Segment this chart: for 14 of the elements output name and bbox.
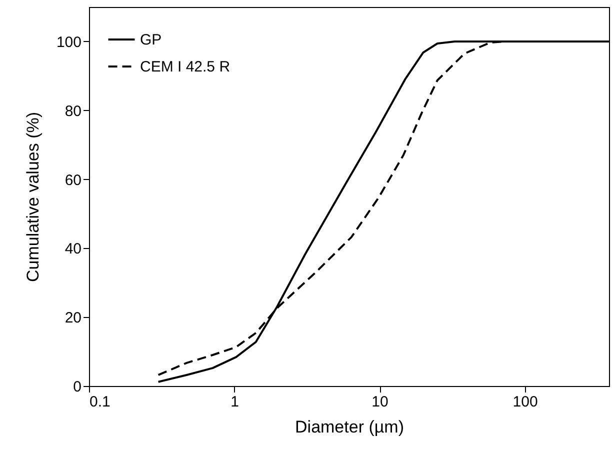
- y-tick-label: 0: [73, 378, 82, 396]
- x-tick-label: 0.1: [90, 394, 110, 410]
- x-tick-label: 100: [512, 394, 538, 410]
- y-tick-label: 20: [64, 310, 82, 327]
- y-axis-title: Cumulative values (%): [23, 112, 42, 282]
- y-tick-label: 80: [64, 102, 82, 120]
- y-tick-label: 40: [64, 240, 82, 258]
- legend-label: GP: [140, 32, 162, 48]
- legend-label: CEM I 42.5 R: [140, 58, 230, 76]
- x-tick-label: 1: [230, 394, 239, 410]
- x-tick-label: 10: [372, 394, 388, 410]
- y-tick-label: 60: [64, 172, 82, 189]
- y-tick-label: 100: [56, 34, 82, 51]
- x-axis-title: Diameter (µm): [295, 418, 404, 436]
